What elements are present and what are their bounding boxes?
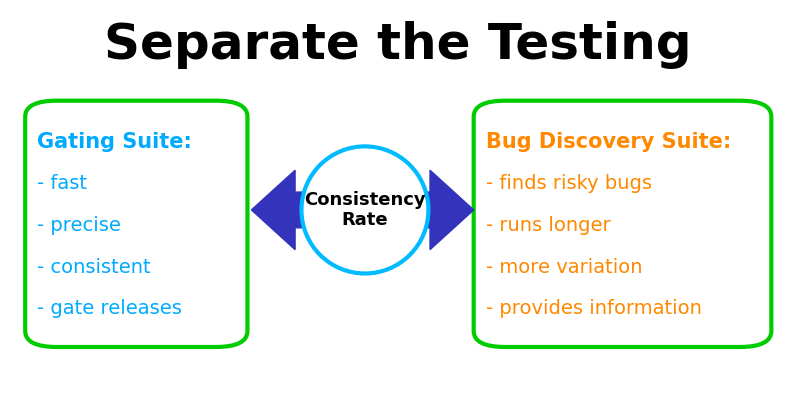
Text: - finds risky bugs: - finds risky bugs: [486, 174, 651, 193]
Text: - fast: - fast: [37, 174, 87, 193]
Text: - more variation: - more variation: [486, 258, 642, 276]
Text: - precise: - precise: [37, 216, 121, 235]
Polygon shape: [251, 170, 331, 250]
Text: Separate the Testing: Separate the Testing: [105, 21, 692, 69]
Text: Gating Suite:: Gating Suite:: [37, 132, 192, 152]
Polygon shape: [401, 170, 474, 250]
Text: Bug Discovery Suite:: Bug Discovery Suite:: [486, 132, 731, 152]
Text: - consistent: - consistent: [37, 258, 150, 276]
Text: - provides information: - provides information: [486, 299, 702, 318]
FancyBboxPatch shape: [26, 101, 247, 347]
Text: - gate releases: - gate releases: [37, 299, 182, 318]
FancyBboxPatch shape: [474, 101, 771, 347]
Ellipse shape: [302, 146, 429, 274]
Text: - runs longer: - runs longer: [486, 216, 610, 235]
Text: Consistency
Rate: Consistency Rate: [304, 190, 426, 229]
